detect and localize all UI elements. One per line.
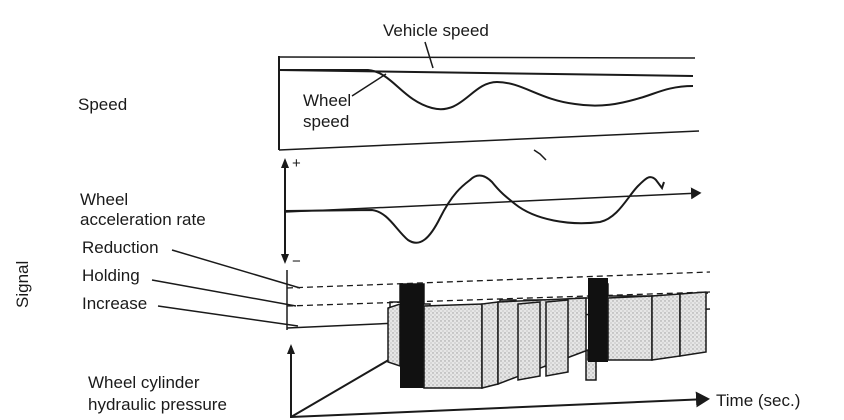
speed-panel-top-border [278,56,696,59]
pressure-panel [287,278,710,418]
signal-label: Signal [13,261,32,308]
cylinder-label-line2: hydraulic pressure [88,395,227,414]
cylinder-label-line1: Wheel cylinder [88,373,200,392]
wheel-accel-label-line1: Wheel [80,190,128,209]
acceleration-axis-top-arrow [281,158,289,168]
wheel-speed-label-line2: speed [303,112,349,131]
acceleration-axis-bottom-arrow [281,254,289,264]
pressure-block-1 [387,302,401,368]
pressure-drop-bar-2 [588,278,608,362]
speed-label: Speed [78,95,127,114]
time-axis [290,391,710,418]
pressure-block-2 [423,303,483,389]
increase-label: Increase [82,294,147,313]
holding-leader [151,279,297,307]
holding-level-line [286,291,711,307]
speed-panel-baseline [278,130,700,151]
pressure-block-6 [545,299,569,377]
time-axis-label: Time (sec.) [716,391,800,410]
increase-leader [157,305,299,327]
pressure-block-5 [517,301,541,381]
minus-sign: − [292,253,301,270]
pressure-drop-bar-1 [400,284,424,388]
pressure-block-9 [679,291,707,357]
acceleration-panel [281,158,702,264]
wheel-speed-curve [279,69,694,111]
holding-label: Holding [82,266,140,285]
reduction-level-line [286,271,711,289]
plus-sign: + [292,155,301,172]
pressure-block-7 [607,295,653,361]
pressure-rise-line [290,357,393,418]
reduction-leader [171,249,301,289]
wheel-accel-label-line2: acceleration rate [80,210,206,229]
pressure-axis-arrow [287,344,295,354]
speed-panel [278,41,700,161]
vehicle-speed-leader [424,41,434,69]
stray-mark [533,149,547,161]
pressure-block-3 [481,301,499,389]
wheel-speed-label-line1: Wheel [303,91,351,110]
pressure-block-8 [651,293,681,361]
reduction-label: Reduction [82,238,159,257]
wheel-acceleration-curve [284,174,665,244]
vehicle-speed-label: Vehicle speed [383,21,489,40]
wheel-speed-leader [351,73,387,97]
acceleration-zero-line [284,187,702,213]
